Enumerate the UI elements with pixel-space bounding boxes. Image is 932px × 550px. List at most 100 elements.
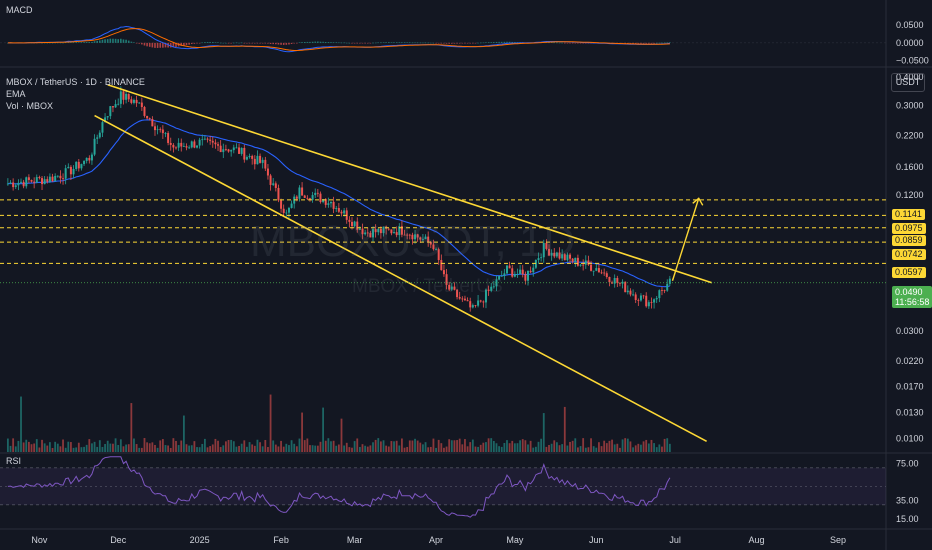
candle-body: [479, 300, 482, 302]
volume-bar: [653, 443, 655, 452]
volume-bar: [154, 444, 156, 452]
volume-bar: [14, 446, 17, 452]
macd-hist-bar: [508, 41, 511, 43]
volume-bar: [408, 440, 411, 452]
symbol-title[interactable]: MBOX / TetherUS · 1D · BINANCE: [6, 77, 145, 87]
macd-hist-bar: [311, 41, 314, 43]
macd-hist-bar: [104, 39, 106, 43]
candle-body: [450, 286, 453, 290]
volume-bar: [17, 440, 20, 452]
volume-bar: [190, 445, 193, 452]
macd-hist-bar: [666, 42, 669, 44]
volume-bar: [647, 443, 650, 452]
volume-bar: [196, 447, 198, 452]
ema-label[interactable]: EMA: [6, 89, 26, 99]
volume-bar: [456, 440, 458, 452]
candle-body: [348, 219, 351, 222]
volume-bar: [382, 440, 385, 452]
macd-hist-bar: [377, 42, 380, 44]
candle-body: [161, 129, 164, 134]
macd-hist-bar: [259, 42, 261, 44]
macd-hist-bar: [653, 42, 655, 44]
volume-bar: [471, 439, 474, 452]
volume-bar: [553, 440, 556, 452]
volume-bar: [540, 438, 543, 452]
volume-label[interactable]: Vol · MBOX: [6, 101, 54, 111]
volume-bar: [85, 444, 88, 452]
candle-body: [20, 181, 23, 183]
volume-bar: [345, 442, 348, 452]
candle-body: [282, 208, 285, 213]
macd-hist-bar: [120, 38, 122, 43]
volume-bar: [240, 443, 243, 452]
macd-hist-bar: [122, 39, 125, 43]
volume-bar: [272, 440, 275, 452]
volume-bar: [351, 447, 353, 452]
macd-hist-bar: [222, 42, 225, 44]
candle-body: [25, 177, 28, 187]
candle-body: [119, 91, 122, 104]
macd-hist-bar: [148, 42, 151, 47]
candle-body: [442, 270, 445, 275]
time-axis-label: Apr: [429, 535, 443, 545]
candle-body: [613, 278, 616, 284]
macd-hist-bar: [430, 42, 432, 44]
candle-body: [600, 272, 603, 274]
volume-bar: [274, 444, 277, 452]
macd-hist-bar: [482, 42, 485, 44]
volume-bar: [77, 442, 80, 452]
macd-hist-bar: [235, 42, 238, 44]
volume-bar: [582, 438, 585, 452]
candle-body: [458, 297, 461, 299]
macd-hist-bar: [127, 40, 130, 43]
volume-bar: [332, 440, 335, 452]
candle-body: [285, 212, 288, 214]
macd-hist-bar: [156, 42, 159, 48]
rsi-tick-label: 15.00: [896, 514, 919, 524]
candle-body: [235, 147, 238, 149]
volume-bar: [135, 444, 138, 452]
macd-hist-bar: [314, 41, 317, 43]
price-tick-label: 0.0170: [896, 381, 924, 391]
volume-bar: [524, 440, 527, 452]
volume-bar: [182, 415, 185, 452]
volume-bar: [340, 418, 343, 452]
volume-bar: [626, 438, 629, 452]
macd-hist-bar: [254, 42, 256, 44]
candle-body: [524, 274, 527, 281]
volume-bar: [637, 443, 640, 452]
volume-bar: [93, 441, 96, 452]
volume-bar: [511, 440, 514, 452]
candle-body: [647, 302, 650, 307]
volume-bar: [532, 447, 535, 452]
volume-bar: [122, 446, 125, 452]
macd-hist-bar: [88, 42, 91, 43]
volume-bar: [222, 445, 225, 452]
volume-bar: [219, 447, 222, 452]
macd-hist-bar: [474, 42, 477, 44]
volume-bar: [112, 443, 114, 452]
macd-hist-bar: [477, 42, 479, 44]
candle-body: [461, 298, 464, 300]
macd-hist-bar: [72, 42, 75, 43]
candle-body: [240, 147, 243, 154]
candle-body: [377, 228, 380, 233]
volume-bar: [485, 442, 487, 452]
candle-body: [251, 155, 254, 159]
macd-hist-bar: [364, 42, 366, 44]
candle-body: [445, 274, 448, 285]
volume-bar: [256, 439, 259, 452]
macd-hist-bar: [553, 42, 556, 44]
macd-hist-bar: [458, 42, 461, 44]
volume-bar: [495, 443, 498, 452]
macd-hist-bar: [490, 42, 493, 43]
currency-button[interactable]: USDT: [891, 73, 925, 92]
macd-hist-bar: [648, 42, 650, 44]
candle-body: [151, 119, 154, 127]
candle-body: [463, 298, 466, 301]
volume-bar: [571, 440, 574, 452]
candle-body: [540, 257, 543, 259]
volume-bar: [587, 447, 590, 452]
candle-body: [35, 177, 38, 183]
